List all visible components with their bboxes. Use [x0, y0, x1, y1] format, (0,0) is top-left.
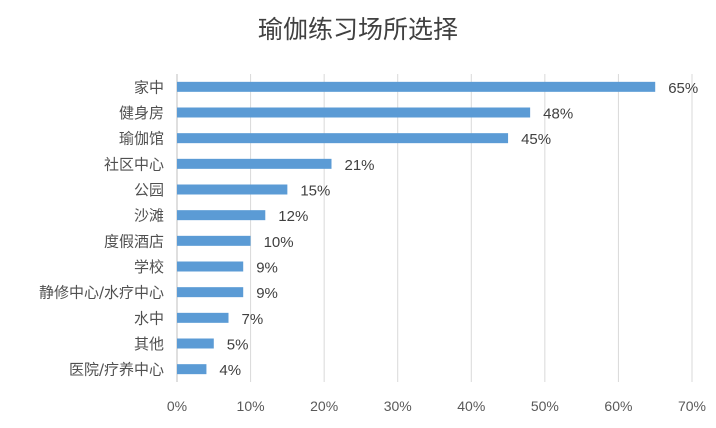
- bar: [177, 312, 229, 323]
- bar: [177, 235, 251, 246]
- bar: [177, 158, 332, 169]
- data-label: 7%: [242, 311, 264, 328]
- category-label: 社区中心: [104, 155, 164, 173]
- category-label: 家中: [134, 78, 164, 96]
- data-label: 9%: [256, 260, 278, 277]
- category-label: 沙滩: [134, 207, 164, 225]
- x-tick-label: 0%: [167, 398, 187, 414]
- bar: [177, 364, 207, 375]
- category-label: 瑜伽馆: [119, 130, 164, 148]
- category-label: 静修中心/水疗中心: [39, 284, 164, 302]
- x-tick-label: 10%: [237, 398, 265, 414]
- x-tick-label: 70%: [678, 398, 706, 414]
- data-label: 12%: [278, 208, 308, 225]
- data-label: 10%: [264, 234, 294, 251]
- data-label: 45%: [521, 131, 551, 148]
- x-tick-label: 30%: [384, 398, 412, 414]
- category-label: 学校: [134, 258, 164, 276]
- bar: [177, 210, 266, 221]
- bar: [177, 287, 244, 298]
- category-label: 医院/疗养中心: [69, 361, 164, 379]
- bar: [177, 184, 288, 195]
- category-label: 公园: [134, 181, 164, 199]
- category-label: 其他: [134, 335, 164, 353]
- data-label: 65%: [668, 80, 698, 97]
- x-tick-label: 60%: [604, 398, 632, 414]
- data-label: 4%: [219, 362, 241, 379]
- bar: [177, 81, 656, 92]
- x-tick-label: 40%: [457, 398, 485, 414]
- data-label: 48%: [543, 106, 573, 123]
- data-label: 21%: [345, 157, 375, 174]
- data-label: 9%: [256, 285, 278, 302]
- x-tick-label: 20%: [310, 398, 338, 414]
- bar: [177, 261, 244, 272]
- x-tick-label: 50%: [531, 398, 559, 414]
- category-label: 健身房: [119, 104, 164, 122]
- data-label: 15%: [300, 183, 330, 200]
- data-label: 5%: [227, 337, 249, 354]
- bar: [177, 133, 509, 144]
- category-label: 水中: [134, 309, 164, 327]
- category-label: 度假酒店: [104, 232, 164, 250]
- bar: [177, 107, 531, 118]
- bar: [177, 338, 214, 349]
- chart-title: 瑜伽练习场所选择: [257, 15, 458, 44]
